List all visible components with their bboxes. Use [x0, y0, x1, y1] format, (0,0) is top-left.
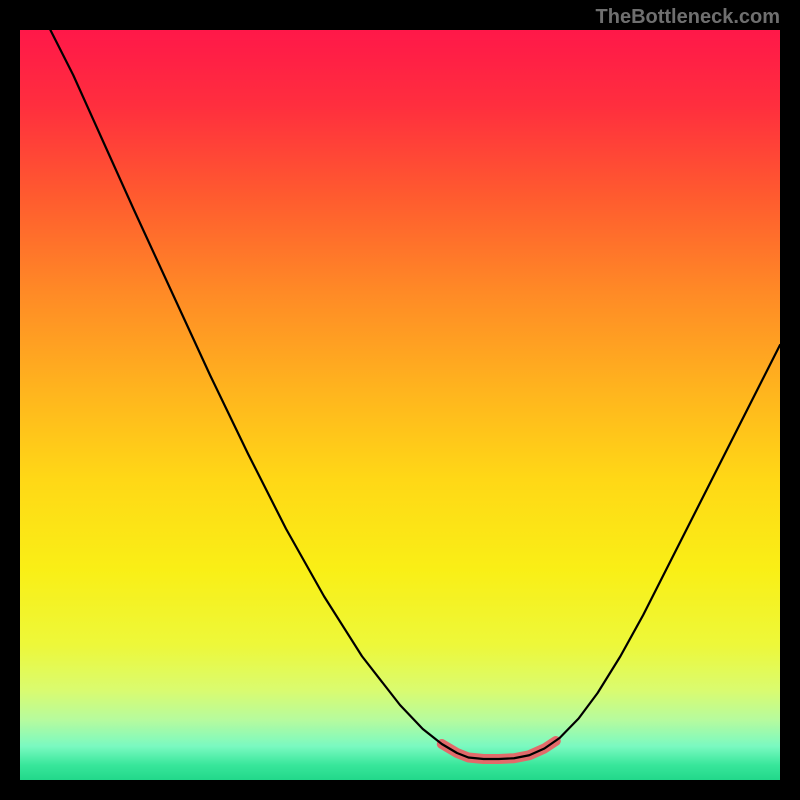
chart-container: TheBottleneck.com — [0, 0, 800, 800]
curve-layer — [20, 30, 780, 780]
plot-area — [20, 30, 780, 780]
attribution-text: TheBottleneck.com — [596, 6, 780, 29]
bottleneck-curve — [50, 30, 780, 759]
